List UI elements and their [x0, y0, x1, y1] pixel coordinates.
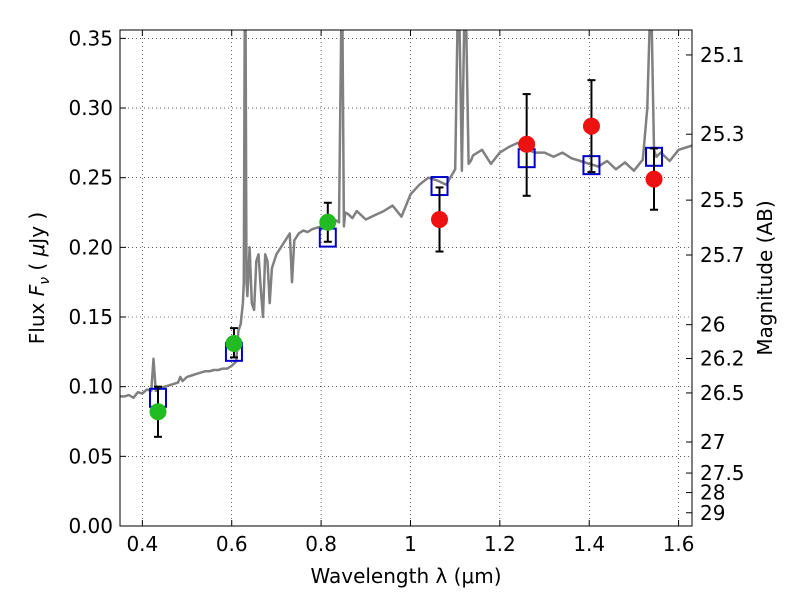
observed-point: [225, 334, 243, 352]
y2-tick-label: 29: [700, 501, 725, 525]
observed-point: [431, 210, 449, 228]
x-axis-ticks: 0.4 0.6 0.8 1 1.2 1.4 1.6: [126, 30, 695, 556]
y2-tick-label: 25.1: [700, 43, 745, 67]
y2-axis-title: Magnitude (AB): [753, 200, 777, 355]
y2-tick-label: 25.5: [700, 188, 745, 212]
x-axis-title: Wavelength λ (μm): [310, 564, 501, 588]
plot-area: [120, 30, 692, 438]
y-tick-label: 0.25: [68, 166, 113, 190]
y-tick-label: 0.00: [68, 514, 113, 538]
y2-tick-label: 28: [700, 481, 725, 505]
y-tick-label: 0.05: [68, 444, 113, 468]
x-tick-label: 0.6: [216, 532, 248, 556]
axes-frame: [119, 29, 693, 527]
observed-point: [582, 117, 600, 135]
y2-tick-label: 26.2: [700, 347, 745, 371]
y2-tick-label: 26: [700, 313, 725, 337]
plot-clip-group: [120, 30, 692, 438]
x-tick-label: 0.4: [126, 532, 158, 556]
y-tick-label: 0.35: [68, 26, 113, 50]
gridlines: [120, 30, 692, 527]
y-tick-label: 0.10: [68, 375, 113, 399]
x-tick-label: 1.4: [573, 532, 605, 556]
y2-tick-label: 26.5: [700, 381, 745, 405]
observed-point: [518, 135, 536, 153]
y2-tick-label: 25.3: [700, 122, 745, 146]
y-axis-title: Flux Fν ( μJy ): [25, 212, 53, 344]
observed-point: [319, 213, 337, 231]
y-tick-label: 0.20: [68, 235, 113, 259]
y2-tick-label: 27.5: [700, 461, 745, 485]
y-tick-label: 0.30: [68, 96, 113, 120]
y2-tick-label: 25.7: [700, 243, 745, 267]
y-axis-ticks: 0.00 0.05 0.10 0.15 0.20 0.25 0.30 0.35: [68, 26, 126, 538]
y2-tick-label: 27: [700, 430, 725, 454]
observed-point: [645, 170, 663, 188]
x-tick-label: 0.8: [305, 532, 337, 556]
observed-point: [149, 403, 167, 421]
spectrum-line: [120, 30, 692, 400]
x-tick-label: 1.2: [484, 532, 516, 556]
x-tick-label: 1: [404, 532, 417, 556]
x-tick-label: 1.6: [663, 532, 695, 556]
y-tick-label: 0.15: [68, 305, 113, 329]
